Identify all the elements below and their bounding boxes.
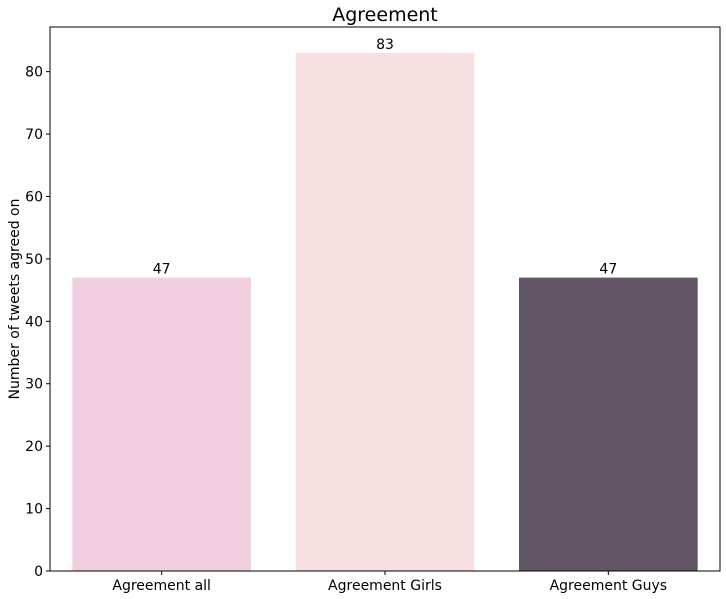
data-labels-layer: 47 83 47 [153,37,617,278]
x-tick-label-1: Agreement Girls [328,578,442,594]
data-label-0: 47 [153,262,171,278]
y-tick-label-0: 0 [34,564,43,580]
x-axis: Agreement all Agreement Girls Agreement Gu… [112,571,667,594]
y-tick-label-2: 20 [25,439,43,455]
y-tick-label-4: 40 [25,314,43,330]
y-tick-label-6: 60 [25,189,43,205]
y-tick-label-3: 30 [25,377,43,393]
data-label-2: 47 [599,262,617,278]
data-label-1: 83 [376,37,394,53]
x-tick-label-0: Agreement all [112,578,211,594]
bar-1 [295,52,475,571]
plot-frame [49,26,721,572]
y-axis: 0 10 20 30 40 50 60 70 80 [25,65,50,580]
x-tick-label-2: Agreement Guys [550,578,668,594]
bars-layer [72,52,698,571]
y-tick-label-1: 10 [25,502,43,518]
y-tick-label-5: 50 [25,252,43,268]
y-tick-label-8: 80 [25,65,43,81]
chart-title: Agreement [332,4,438,26]
bar-0 [72,277,251,571]
y-tick-label-7: 70 [25,127,43,143]
y-axis-label: Number of tweets agreed on [7,199,23,400]
bar-2 [519,277,698,571]
